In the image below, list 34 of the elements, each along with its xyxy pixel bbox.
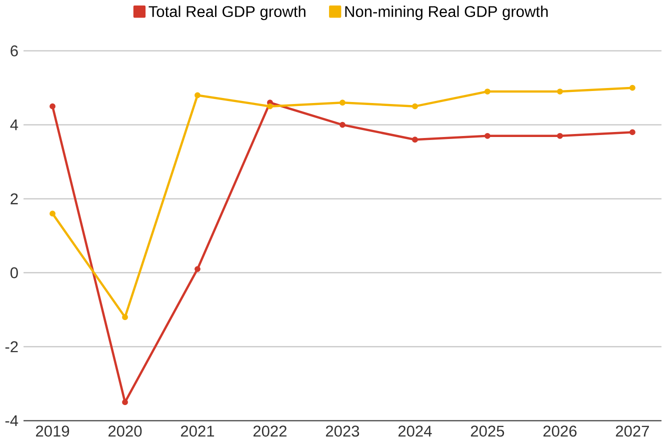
x-tick-label: 2021 [180,425,214,436]
point [194,92,200,98]
x-tick-label: 2023 [326,425,360,436]
point [340,122,346,128]
point [556,132,563,139]
point [484,132,490,139]
x-tick-label: 2019 [36,425,70,436]
x-tick-label: 2022 [253,425,286,436]
x-tick-label: 2024 [398,425,432,436]
legend-label: Non-mining Real GDP growth [345,5,548,20]
point [629,84,636,91]
x-tick-label: 2026 [543,425,577,436]
x-tick-label: 2020 [108,425,142,436]
point [122,314,128,320]
point [50,103,56,110]
legend-label: Total Real GDP growth [148,5,306,20]
point [267,103,273,110]
x-tick-label: 2025 [470,425,504,436]
point [122,399,128,405]
point [412,103,418,110]
point [484,88,490,94]
y-tick-label: -2 [5,341,18,352]
point [412,136,418,142]
point [556,88,563,94]
y-tick-label: 4 [10,119,18,130]
y-tick-label: -4 [5,415,18,426]
point [194,266,200,272]
y-tick-label: 2 [10,193,18,204]
x-tick-label: 2027 [616,425,649,436]
point [629,129,636,135]
point [50,210,56,216]
y-tick-label: 6 [10,45,18,56]
y-tick-label: 0 [10,267,18,278]
point [340,99,346,106]
